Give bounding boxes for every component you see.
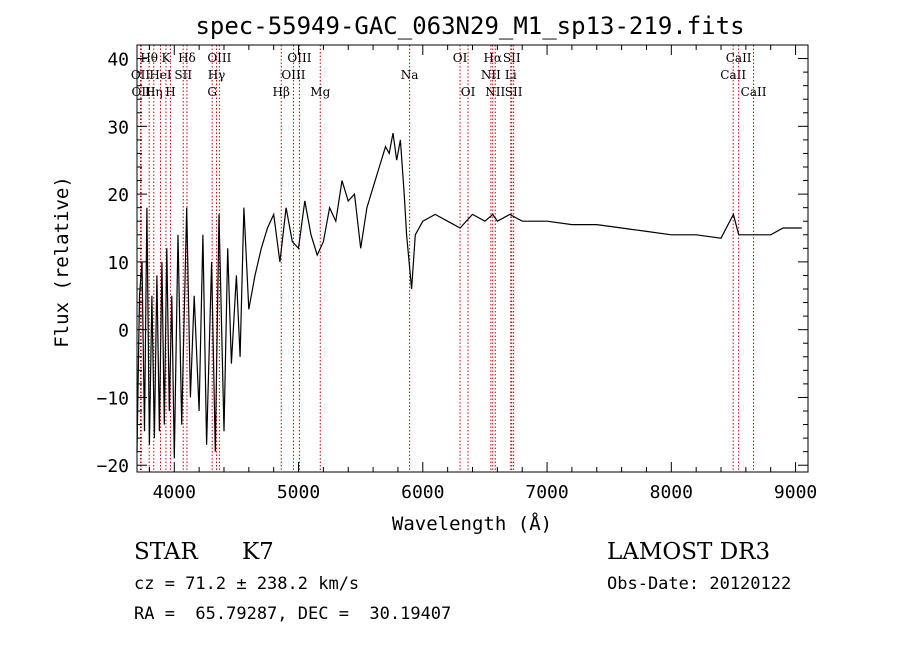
y-tick-label: −10 <box>96 388 129 409</box>
line-marker-label: NII <box>481 68 501 82</box>
line-marker-label: OI <box>461 85 476 99</box>
x-tick-label: 7000 <box>525 482 568 503</box>
y-tick-label: 40 <box>107 50 129 71</box>
line-markers: OII OII Hθ Hη HeI K H SII Hδ G Hγ OIII Hβ OIII OIII Mg N… <box>131 45 767 472</box>
y-tick-label: 30 <box>107 117 129 138</box>
line-marker-label: OIII <box>207 51 231 65</box>
object-class: STAR <box>134 539 198 565</box>
line-marker-label: OII <box>131 68 151 82</box>
line-marker-label: Na <box>401 68 419 82</box>
line-marker-label: OIII <box>287 51 311 65</box>
line-marker-label: G <box>207 85 217 99</box>
x-tick-label: 4000 <box>153 482 196 503</box>
line-marker-label: K <box>161 51 171 65</box>
y-tick-label: 0 <box>118 321 129 342</box>
line-marker-label: SII <box>503 51 521 65</box>
line-marker-label: SII <box>174 68 192 82</box>
y-axis-label: Flux (relative) <box>51 176 73 348</box>
x-tick-label: 9000 <box>774 482 817 503</box>
observation-date: Obs-Date: 20120122 <box>607 574 792 594</box>
x-axis-ticks: 4000 5000 6000 7000 8000 9000 <box>148 45 817 503</box>
line-marker-label: Mg <box>310 85 330 99</box>
x-tick-label: 6000 <box>401 482 444 503</box>
series-group <box>136 132 802 459</box>
line-marker-label: Hβ <box>273 85 290 99</box>
survey-name: LAMOST DR3 <box>607 539 771 565</box>
object-subclass: K7 <box>242 539 274 565</box>
series-line <box>136 132 802 459</box>
y-tick-label: −20 <box>96 456 129 477</box>
line-marker-label: OIII <box>281 68 305 82</box>
x-axis-label: Wavelength (Å) <box>392 512 552 535</box>
x-tick-label: 5000 <box>277 482 320 503</box>
redshift-readout: cz = 71.2 ± 238.2 km/s <box>134 574 360 594</box>
line-marker-label: OI <box>453 51 468 65</box>
chart-title: spec-55949-GAC_063N29_M1_sp13-219.fits <box>195 12 744 40</box>
line-marker-label: Hδ <box>178 51 196 65</box>
line-marker-label: Li <box>505 68 517 82</box>
line-marker-label: H <box>165 85 175 99</box>
coordinates-readout: RA = 65.79287, DEC = 30.19407 <box>134 604 452 624</box>
line-marker-label: NII <box>485 85 505 99</box>
line-marker-label: CaII <box>726 51 752 65</box>
line-marker-label: Hη <box>145 85 163 99</box>
line-marker-label: SII <box>505 85 523 99</box>
line-marker-label: HeI <box>149 68 172 82</box>
y-axis-ticks: −20 −10 0 10 20 30 40 <box>96 50 808 477</box>
y-tick-label: 10 <box>107 253 129 274</box>
line-marker-label: CaII <box>741 85 767 99</box>
line-marker-label: Hα <box>483 51 502 65</box>
line-marker-label: CaII <box>720 68 746 82</box>
line-marker-label: Hγ <box>208 68 226 82</box>
x-tick-label: 8000 <box>650 482 693 503</box>
line-marker-label: OII <box>132 85 152 99</box>
plot-frame <box>136 44 809 473</box>
line-marker-label: Hθ <box>140 51 158 65</box>
y-tick-label: 20 <box>107 185 129 206</box>
